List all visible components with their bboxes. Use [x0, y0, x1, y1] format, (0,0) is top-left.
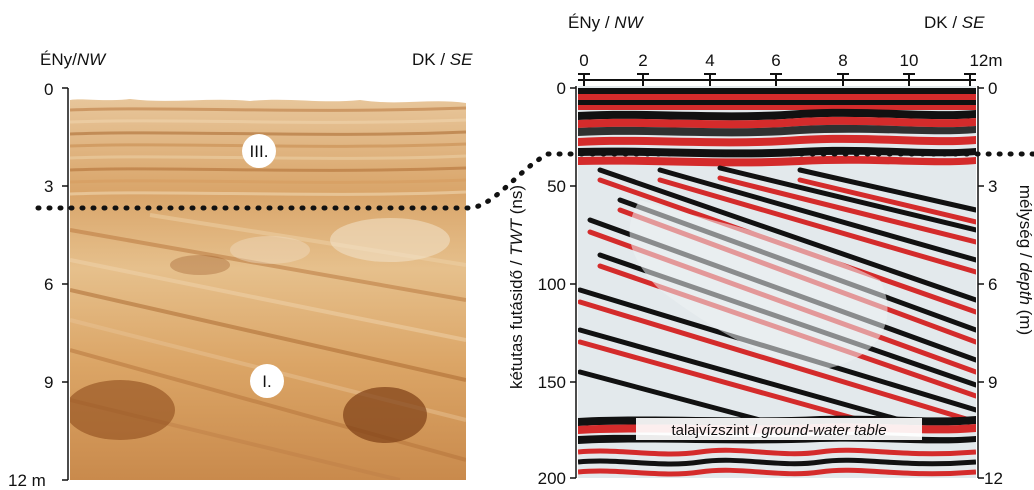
left-tick-12: 12 m — [8, 471, 46, 490]
left-tick-6: 6 — [44, 275, 53, 294]
top-tick-6: 6 — [771, 51, 780, 70]
top-tick-8: 8 — [838, 51, 847, 70]
right-header-se: DK / SE — [924, 13, 985, 32]
twt-tick-0: 0 — [557, 79, 566, 98]
unit-label-iii: III. — [242, 134, 276, 168]
water-table-label: talajvízszint / ground-water table — [636, 418, 922, 440]
left-tick-3: 3 — [44, 177, 53, 196]
unit-label-i: I. — [250, 364, 284, 398]
depth-tick-3: 3 — [988, 177, 997, 196]
left-header-nw: ÉNy/NW — [40, 50, 107, 69]
twt-tick-100: 100 — [538, 275, 566, 294]
top-tick-2: 2 — [638, 51, 647, 70]
twt-tick-200: 200 — [538, 469, 566, 488]
twt-tick-150: 150 — [538, 373, 566, 392]
depth-axis-label: mélység / depth (m) — [1016, 185, 1034, 335]
twt-axis-label: kétutas futásidő / TWT (ns) — [507, 185, 526, 389]
gpr-distance-axis: 0 2 4 6 8 10 12m — [578, 51, 1003, 86]
depth-tick-6: 6 — [988, 275, 997, 294]
left-tick-9: 9 — [44, 373, 53, 392]
left-header-se: DK / SE — [412, 50, 473, 69]
top-tick-4: 4 — [705, 51, 714, 70]
gpr-twt-axis: 0 50 100 150 200 — [538, 79, 577, 488]
gpr-depth-axis: 0 3 6 9 12 — [977, 79, 1003, 488]
top-tick-12m: 12m — [969, 51, 1002, 70]
depth-tick-0: 0 — [988, 79, 997, 98]
svg-text:I.: I. — [262, 372, 271, 391]
correlation-dotted-line — [35, 151, 1034, 211]
left-tick-0: 0 — [44, 80, 53, 99]
depth-tick-12: 12 — [984, 469, 1003, 488]
top-tick-10: 10 — [900, 51, 919, 70]
svg-text:talajvízszint / ground-water t: talajvízszint / ground-water table — [671, 422, 886, 439]
svg-text:III.: III. — [250, 142, 269, 161]
twt-tick-50: 50 — [547, 177, 566, 196]
depth-tick-9: 9 — [988, 373, 997, 392]
top-tick-0: 0 — [579, 51, 588, 70]
right-header-nw: ÉNy / NW — [568, 13, 645, 32]
left-depth-axis: 0 3 6 9 12 m — [8, 80, 69, 490]
